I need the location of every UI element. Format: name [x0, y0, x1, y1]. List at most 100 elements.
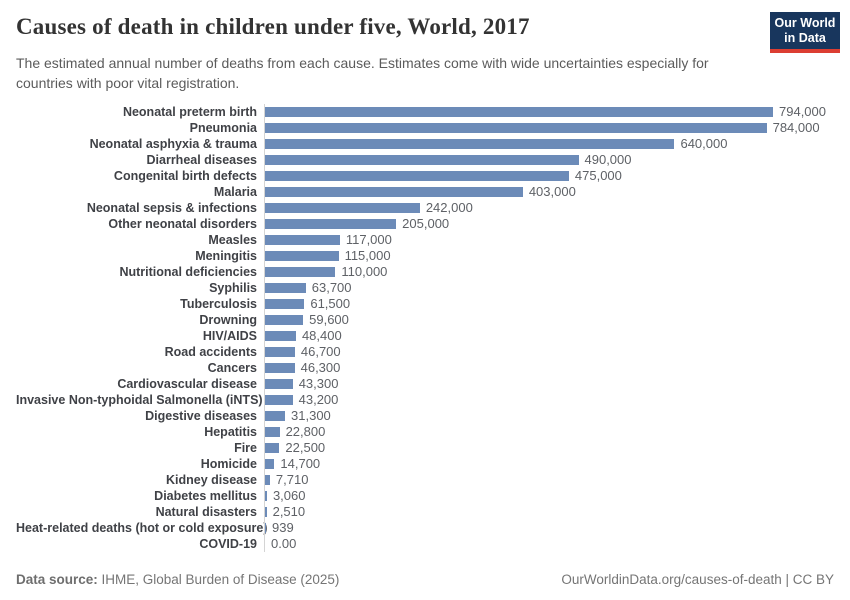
category-label: Nutritional deficiencies	[119, 265, 257, 279]
value-label: 22,500	[285, 440, 326, 455]
bar-row: Pneumonia 784,000	[16, 120, 834, 136]
bar-row: Meningitis 115,000	[16, 248, 834, 264]
owid-logo-line2: in Data	[784, 30, 826, 45]
category-label: Syphilis	[209, 281, 257, 295]
bar[interactable]	[265, 410, 286, 422]
bar[interactable]	[265, 314, 304, 326]
footer-link[interactable]: OurWorldinData.org/causes-of-death | CC …	[561, 572, 834, 587]
bar-row: Road accidents 46,700	[16, 344, 834, 360]
bar[interactable]	[265, 298, 305, 310]
chart-subtitle: The estimated annual number of deaths fr…	[16, 55, 709, 92]
value-label: 117,000	[345, 232, 392, 247]
bar-zone: 22,800	[264, 424, 834, 440]
bar[interactable]	[265, 330, 296, 342]
bar[interactable]	[265, 250, 339, 262]
bar[interactable]	[265, 506, 267, 518]
category-label: Kidney disease	[165, 473, 257, 487]
category-label: Road accidents	[164, 345, 257, 359]
bar[interactable]	[265, 346, 295, 358]
bar-row: Other neonatal disorders 205,000	[16, 216, 834, 232]
value-label: 61,500	[310, 296, 351, 311]
category-label: Measles	[208, 233, 257, 247]
category-label: Neonatal asphyxia & trauma	[89, 137, 257, 151]
bar[interactable]	[265, 170, 569, 182]
data-source-label: Data source:	[16, 572, 98, 587]
bar-row: Invasive Non-typhoidal Salmonella (iNTS)…	[16, 392, 834, 408]
bar[interactable]	[265, 474, 270, 486]
bar-rows: Neonatal preterm birth 794,000 Pneumonia 78…	[16, 104, 834, 552]
bar[interactable]	[265, 442, 280, 454]
value-label: 205,000	[402, 216, 450, 231]
bar[interactable]	[265, 218, 397, 230]
bar-row: Neonatal preterm birth 794,000	[16, 104, 834, 120]
bar-zone: 46,300	[264, 360, 834, 376]
bar[interactable]	[265, 458, 275, 470]
bar-zone: 43,300	[264, 376, 834, 392]
category-label: Hepatitis	[204, 425, 257, 439]
bar-row: HIV/AIDS 48,400	[16, 328, 834, 344]
bar-row: Tuberculosis 61,500	[16, 296, 834, 312]
category-label: Tuberculosis	[180, 297, 257, 311]
value-label: 59,600	[309, 312, 349, 327]
bar-row: Diabetes mellitus 3,060	[16, 488, 834, 504]
bar-zone: 403,000	[264, 184, 834, 200]
bar-zone: 46,700	[264, 344, 834, 360]
bar-zone: 14,700	[264, 456, 834, 472]
bar-row: Hepatitis 22,800	[16, 424, 834, 440]
bar[interactable]	[265, 138, 675, 150]
chart-footer: Data source: IHME, Global Burden of Dise…	[16, 572, 834, 587]
value-label: 784,000	[772, 120, 820, 135]
value-label: 0.00	[271, 536, 297, 551]
bar[interactable]	[265, 122, 767, 134]
bar-row: Measles 117,000	[16, 232, 834, 248]
bar-zone: 205,000	[264, 216, 834, 232]
bar-row: Digestive diseases 31,300	[16, 408, 834, 424]
value-label: 475,000	[574, 168, 622, 183]
owid-logo[interactable]: Our World in Data	[770, 12, 840, 53]
bar-zone: 48,400	[264, 328, 834, 344]
chart-title: Causes of death in children under five, …	[16, 14, 530, 39]
bar-row: Heat-related deaths (hot or cold exposur…	[16, 520, 834, 536]
value-label: 31,300	[291, 408, 331, 423]
bar-zone: 2,510	[264, 504, 834, 520]
bar[interactable]	[265, 154, 579, 166]
value-label: 46,300	[300, 360, 341, 375]
bar-zone: 794,000	[264, 104, 834, 120]
bar[interactable]	[265, 490, 267, 502]
bar-row: Drowning 59,600	[16, 312, 834, 328]
bar-zone: 7,710	[264, 472, 834, 488]
category-label: Other neonatal disorders	[108, 217, 257, 231]
bar[interactable]	[265, 378, 293, 390]
category-label: Diabetes mellitus	[154, 489, 257, 503]
bar-row: Diarrheal diseases 490,000	[16, 152, 834, 168]
value-label: 22,800	[285, 424, 326, 439]
value-label: 640,000	[680, 136, 728, 151]
bar[interactable]	[265, 106, 773, 118]
bar-zone: 110,000	[264, 264, 834, 280]
bar[interactable]	[265, 234, 340, 246]
category-label: Drowning	[199, 313, 257, 327]
bar[interactable]	[265, 426, 280, 438]
value-label: 43,300	[298, 376, 339, 391]
bar[interactable]	[265, 266, 336, 278]
value-label: 48,400	[301, 328, 342, 343]
bar[interactable]	[265, 202, 420, 214]
category-label: Natural disasters	[155, 505, 257, 519]
bar[interactable]	[265, 186, 523, 198]
bar-zone: 59,600	[264, 312, 834, 328]
bar[interactable]	[265, 394, 293, 406]
bar-row: Fire 22,500	[16, 440, 834, 456]
category-label: Malaria	[213, 185, 257, 199]
data-source: Data source: IHME, Global Burden of Dise…	[16, 572, 339, 587]
bar-row: Nutritional deficiencies 110,000	[16, 264, 834, 280]
category-label: Neonatal sepsis & infections	[86, 201, 257, 215]
bar-zone: 0.00	[264, 536, 834, 552]
bar[interactable]	[265, 522, 266, 534]
bar-zone: 490,000	[264, 152, 834, 168]
category-label: Pneumonia	[189, 121, 257, 135]
bar-row: Syphilis 63,700	[16, 280, 834, 296]
value-label: 403,000	[528, 184, 576, 199]
bar[interactable]	[265, 362, 295, 374]
bar[interactable]	[265, 282, 306, 294]
bar-zone: 115,000	[264, 248, 834, 264]
